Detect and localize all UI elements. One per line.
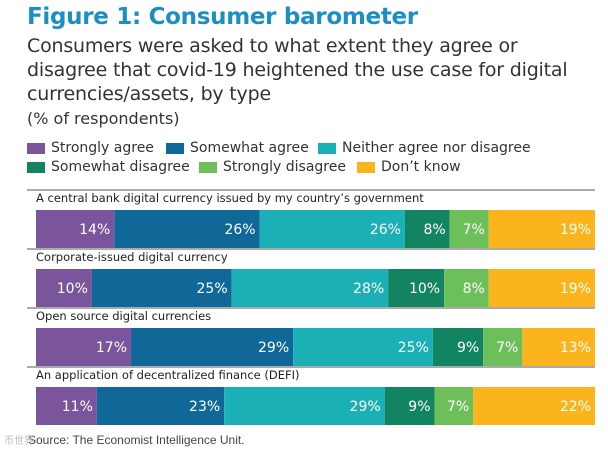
bar-segment-strongly-disagree bbox=[434, 387, 474, 425]
data-label-strongly-disagree: 7% bbox=[463, 222, 485, 238]
legend-label-somewhat-disagree: Somewhat disagree bbox=[51, 159, 190, 175]
data-label-strongly-disagree: 7% bbox=[447, 399, 469, 415]
data-label-strongly-agree: 14% bbox=[79, 222, 110, 238]
bar-segment-somewhat-agree bbox=[114, 210, 260, 248]
unit-label: (% of respondents) bbox=[27, 109, 180, 128]
category-label: Corporate-issued digital currency bbox=[36, 250, 228, 264]
source-note: Source: The Economist Intelligence Unit. bbox=[28, 433, 245, 447]
bar-segment-somewhat-agree bbox=[91, 269, 232, 307]
bar-segment-dont-know bbox=[522, 328, 595, 366]
legend-item-somewhat-disagree: Somewhat disagree bbox=[27, 159, 190, 175]
data-label-somewhat-agree: 23% bbox=[189, 399, 220, 415]
data-label-strongly-disagree: 8% bbox=[463, 281, 485, 297]
data-label-neither: 26% bbox=[370, 222, 401, 238]
data-label-strongly-agree: 11% bbox=[62, 399, 93, 415]
legend-label-strongly-disagree: Strongly disagree bbox=[223, 159, 346, 175]
bar-segment-strongly-agree bbox=[36, 269, 92, 307]
legend-item-strongly-disagree: Strongly disagree bbox=[199, 159, 346, 175]
bar-segment-strongly-agree bbox=[36, 328, 132, 366]
legend-item-dont-know: Don’t know bbox=[357, 159, 461, 175]
legend-item-strongly-agree: Strongly agree bbox=[27, 140, 154, 156]
bar-segment-somewhat-agree bbox=[96, 387, 225, 425]
bar-segment-dont-know bbox=[473, 387, 595, 425]
data-label-strongly-disagree: 7% bbox=[496, 340, 518, 356]
legend-label-strongly-agree: Strongly agree bbox=[51, 140, 154, 156]
legend-label-dont-know: Don’t know bbox=[381, 159, 461, 175]
data-label-somewhat-agree: 29% bbox=[258, 340, 289, 356]
category-label: A central bank digital currency issued b… bbox=[36, 191, 424, 205]
bar-segment-somewhat-disagree bbox=[388, 269, 445, 307]
legend-item-neither: Neither agree nor disagree bbox=[318, 140, 531, 156]
bar-segment-somewhat-disagree bbox=[432, 328, 484, 366]
legend-swatch-somewhat-agree bbox=[166, 142, 184, 154]
bar-segment-neither bbox=[259, 210, 405, 248]
bar-segment-strongly-disagree bbox=[449, 210, 489, 248]
data-label-strongly-agree: 17% bbox=[96, 340, 127, 356]
data-label-dont-know: 13% bbox=[560, 340, 591, 356]
bar-segment-dont-know bbox=[488, 269, 595, 307]
data-label-somewhat-disagree: 9% bbox=[408, 399, 430, 415]
bar-segment-somewhat-disagree bbox=[404, 210, 450, 248]
category-label: An application of decentralized finance … bbox=[36, 368, 299, 382]
figure-title: Figure 1: Consumer barometer bbox=[27, 4, 418, 30]
data-label-strongly-agree: 10% bbox=[57, 281, 88, 297]
figure-subtitle: Consumers were asked to what extent they… bbox=[27, 35, 568, 105]
data-label-dont-know: 19% bbox=[560, 222, 591, 238]
data-label-somewhat-disagree: 10% bbox=[409, 281, 440, 297]
legend-label-neither: Neither agree nor disagree bbox=[342, 140, 531, 156]
data-label-neither: 25% bbox=[398, 340, 429, 356]
data-label-neither: 28% bbox=[353, 281, 384, 297]
bar-segment-strongly-agree bbox=[36, 210, 115, 248]
bar-segment-neither bbox=[231, 269, 389, 307]
data-label-somewhat-disagree: 9% bbox=[457, 340, 479, 356]
bar-segment-somewhat-disagree bbox=[384, 387, 435, 425]
data-label-dont-know: 22% bbox=[560, 399, 591, 415]
legend-label-somewhat-agree: Somewhat agree bbox=[190, 140, 309, 156]
bar-segment-strongly-agree bbox=[36, 387, 97, 425]
bar-segment-strongly-disagree bbox=[483, 328, 523, 366]
data-label-neither: 29% bbox=[350, 399, 381, 415]
bar-segment-dont-know bbox=[488, 210, 595, 248]
bar-segment-strongly-disagree bbox=[444, 269, 489, 307]
legend-swatch-somewhat-disagree bbox=[27, 161, 45, 173]
data-label-somewhat-disagree: 8% bbox=[423, 222, 445, 238]
legend-swatch-neither bbox=[318, 142, 336, 154]
bar-segment-neither bbox=[293, 328, 433, 366]
legend-swatch-strongly-disagree bbox=[199, 161, 217, 173]
bar-segment-somewhat-agree bbox=[131, 328, 294, 366]
category-label: Open source digital currencies bbox=[36, 309, 211, 323]
data-label-dont-know: 19% bbox=[560, 281, 591, 297]
legend-swatch-dont-know bbox=[357, 161, 375, 173]
data-label-somewhat-agree: 26% bbox=[224, 222, 255, 238]
data-label-somewhat-agree: 25% bbox=[197, 281, 228, 297]
watermark-logo: 币世界 bbox=[4, 436, 34, 447]
legend-swatch-strongly-agree bbox=[27, 142, 45, 154]
bar-segment-neither bbox=[224, 387, 385, 425]
legend-item-somewhat-agree: Somewhat agree bbox=[166, 140, 309, 156]
